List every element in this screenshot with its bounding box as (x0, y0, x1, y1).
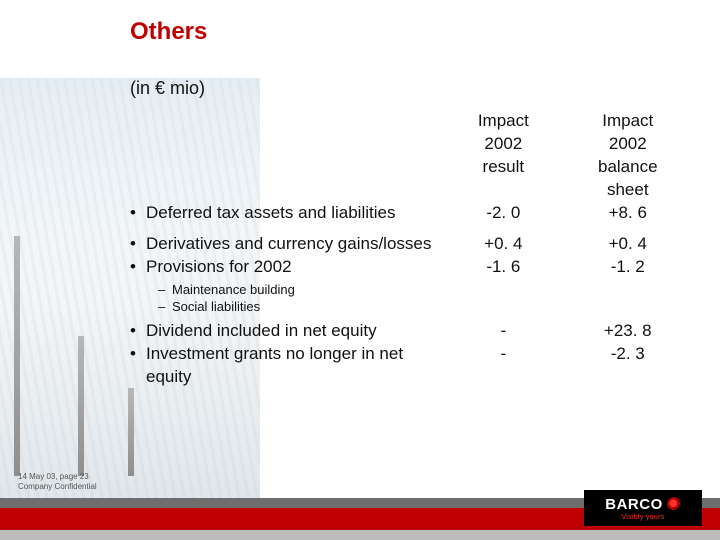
row-value-balance: +23. 8 (566, 320, 690, 343)
lamp-post-icon (128, 388, 134, 476)
lamp-post-icon (14, 236, 20, 476)
table-row: Derivatives and currency gains/losses +0… (130, 233, 690, 256)
row-label: Investment grants no longer in net equit… (130, 343, 441, 389)
table-row: Deferred tax assets and liabilities -2. … (130, 202, 690, 225)
lamp-post-icon (78, 336, 84, 476)
sub-item: Social liabilities (158, 298, 441, 316)
footer-meta: 14 May 03, page 23 Company Confidential (18, 472, 97, 492)
table-subrow: Maintenance building Social liabilities (130, 279, 690, 320)
row-label: Deferred tax assets and liabilities (130, 202, 441, 225)
footer-bar-light (0, 530, 720, 540)
slide-title: Others (130, 18, 207, 46)
footer-confidential: Company Confidential (18, 482, 97, 492)
content-area: Impact 2002 result Impact 2002 balance s… (130, 110, 680, 388)
row-value-balance: -2. 3 (566, 343, 690, 389)
logo-text: BARCO (605, 496, 663, 513)
barco-logo: BARCO Visibly yours (584, 490, 702, 526)
unit-label: (in € mio) (130, 78, 205, 99)
logo-word: BARCO (605, 496, 681, 513)
row-value-result: - (441, 320, 565, 343)
column-header-balance: Impact 2002 balance sheet (566, 110, 690, 202)
row-value-result: -2. 0 (441, 202, 565, 225)
row-label: Derivatives and currency gains/losses (130, 233, 441, 256)
table-row: Provisions for 2002 -1. 6 -1. 2 (130, 256, 690, 279)
row-value-balance: +8. 6 (566, 202, 690, 225)
logo-eye-icon (667, 497, 681, 511)
row-value-result: -1. 6 (441, 256, 565, 279)
row-label: Dividend included in net equity (130, 320, 441, 343)
row-value-balance: +0. 4 (566, 233, 690, 256)
impact-table: Impact 2002 result Impact 2002 balance s… (130, 110, 690, 388)
row-value-result: +0. 4 (441, 233, 565, 256)
logo-tagline: Visibly yours (621, 514, 664, 521)
table-row: Investment grants no longer in net equit… (130, 343, 690, 389)
table-row: Dividend included in net equity - +23. 8 (130, 320, 690, 343)
sub-item: Maintenance building (158, 281, 441, 299)
row-label: Provisions for 2002 (130, 256, 441, 279)
row-value-balance: -1. 2 (566, 256, 690, 279)
column-header-result: Impact 2002 result (441, 110, 565, 202)
footer-date-page: 14 May 03, page 23 (18, 472, 97, 482)
row-value-result: - (441, 343, 565, 389)
